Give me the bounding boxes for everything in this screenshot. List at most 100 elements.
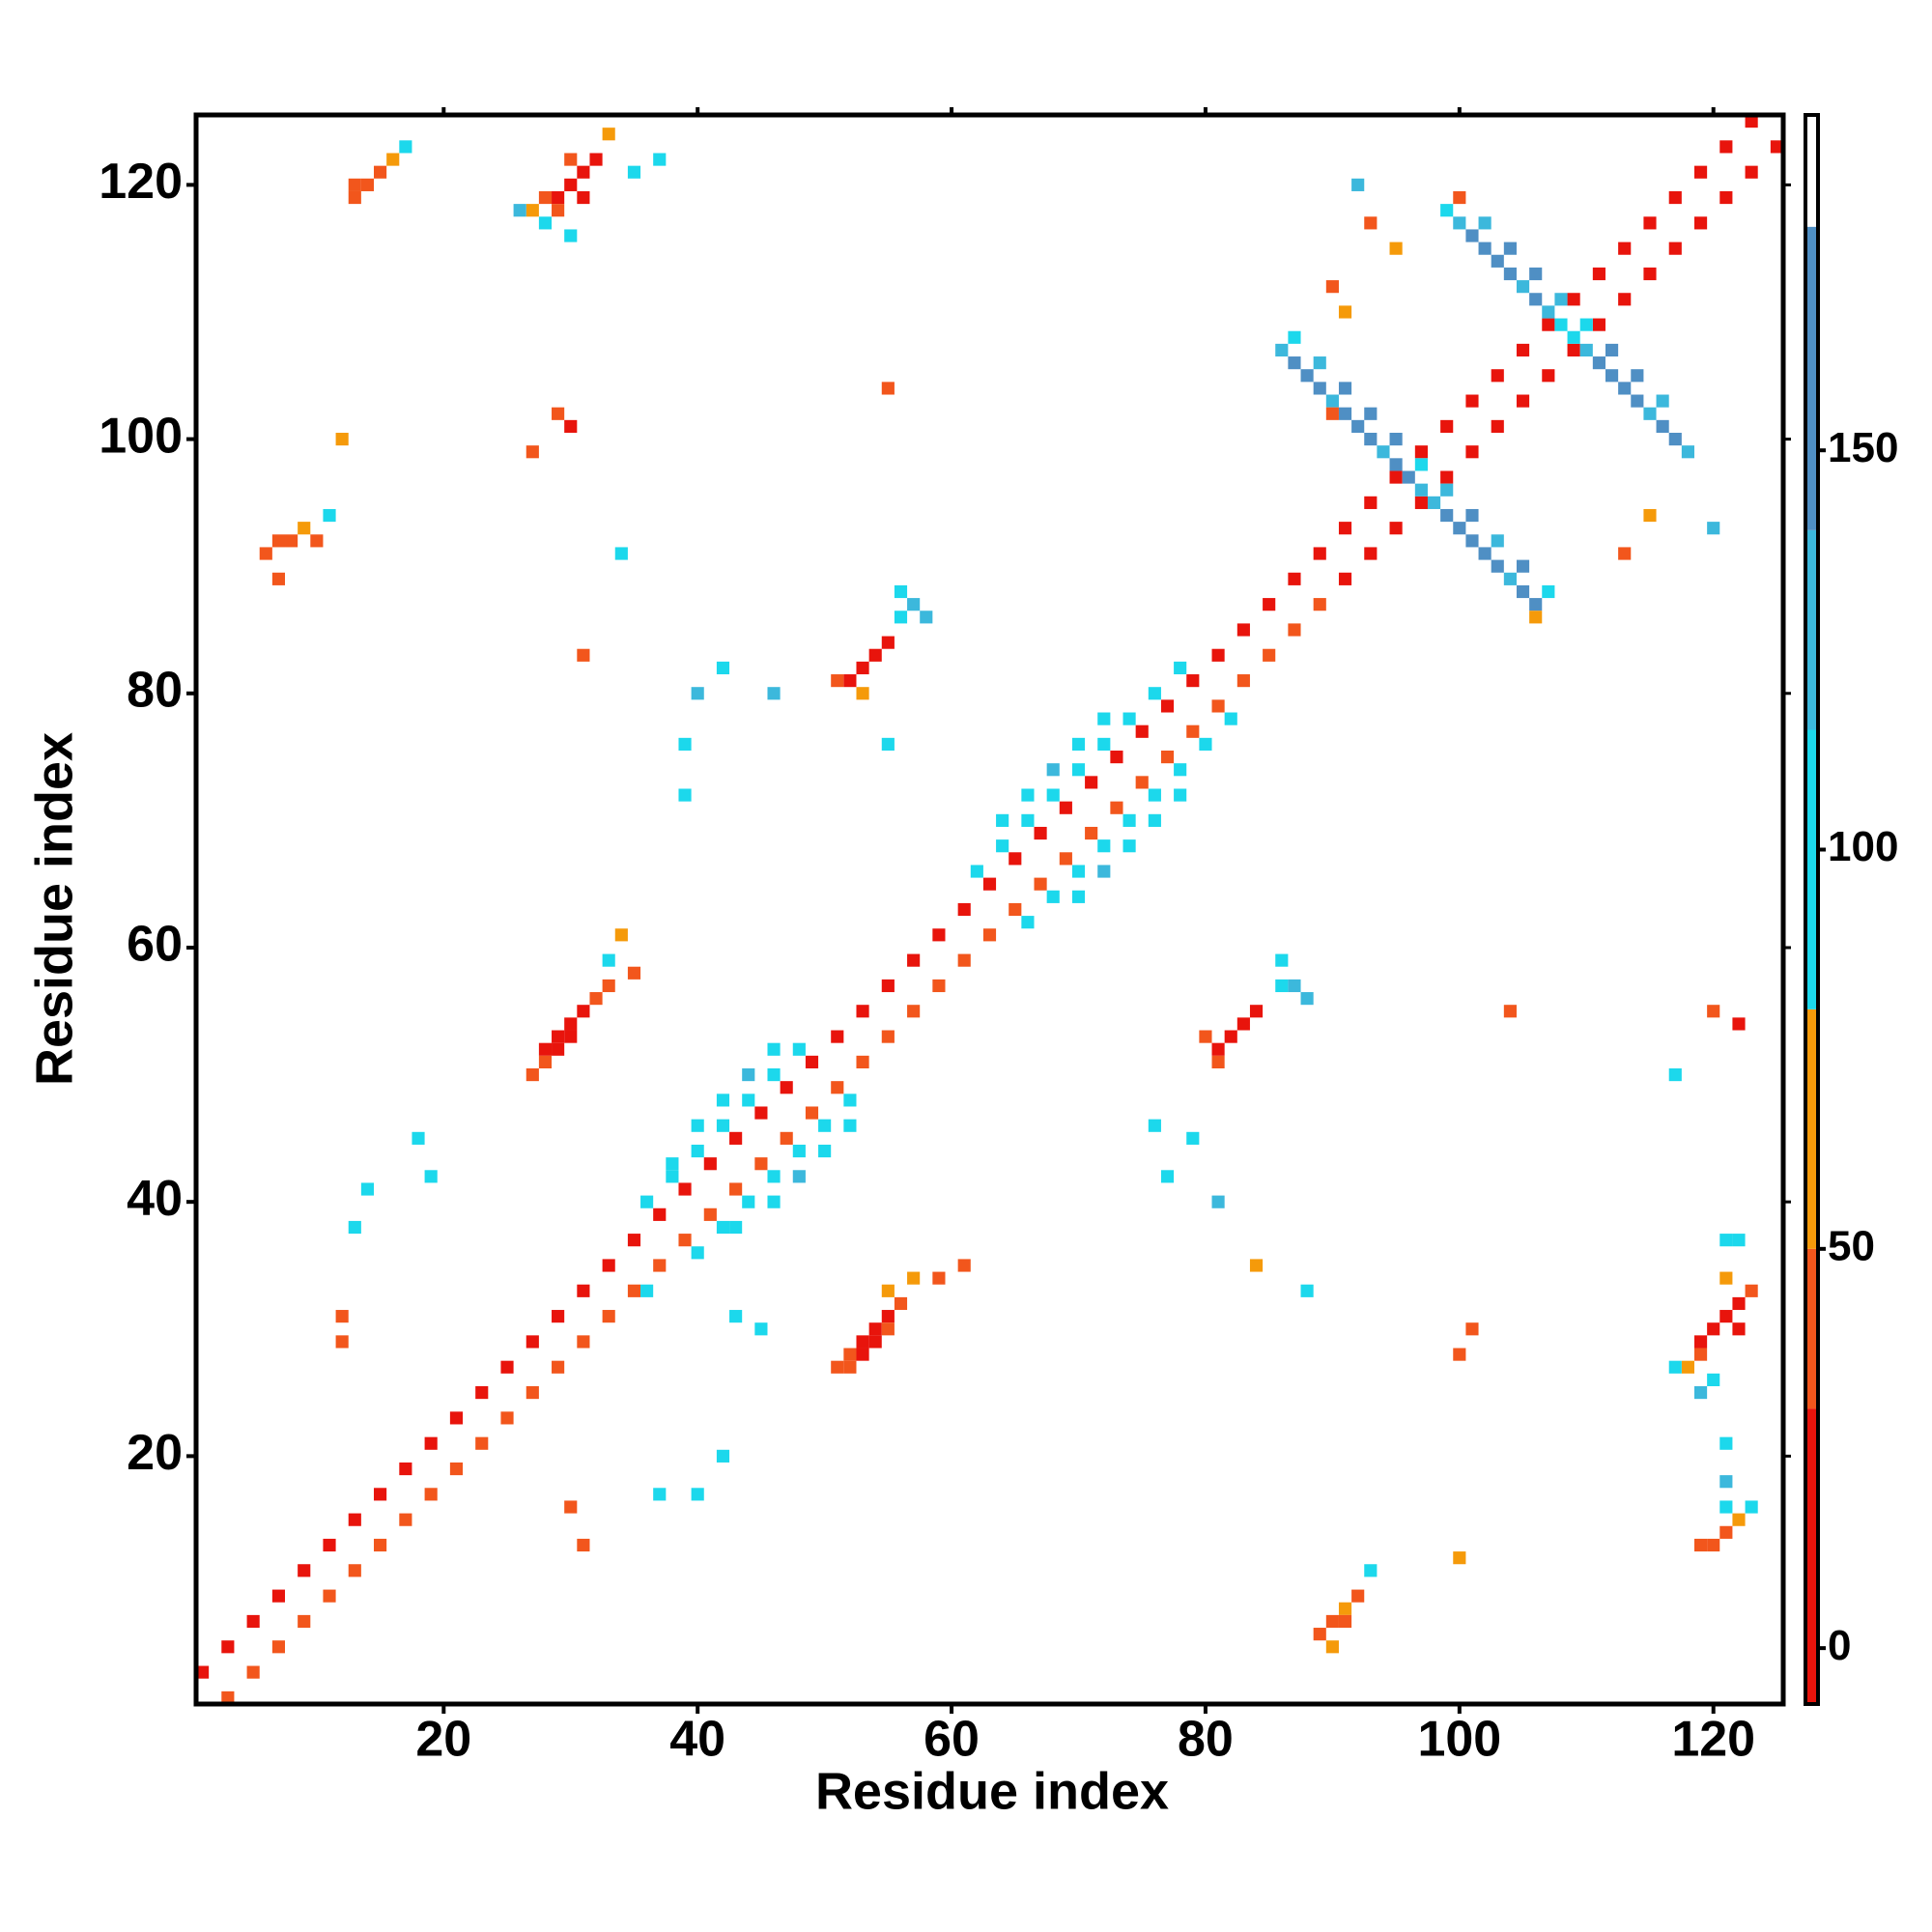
heatmap-cell	[1503, 267, 1517, 281]
heatmap-cell	[538, 1055, 553, 1068]
heatmap-cell	[742, 1094, 755, 1107]
heatmap-cell	[831, 1081, 844, 1094]
heatmap-cell	[1643, 508, 1657, 523]
heatmap-cell	[1516, 280, 1530, 294]
heatmap-cell	[449, 1411, 464, 1425]
heatmap-cell	[1186, 674, 1200, 688]
heatmap-cell	[627, 1234, 641, 1247]
heatmap-cell	[1605, 343, 1619, 357]
heatmap-cell	[1478, 216, 1492, 230]
heatmap-cell	[386, 153, 400, 166]
heatmap-cell	[1579, 343, 1593, 357]
heatmap-cell	[1529, 267, 1543, 281]
heatmap-cell	[831, 1030, 844, 1043]
heatmap-cell	[1034, 877, 1047, 891]
heatmap-cell	[907, 1271, 921, 1285]
heatmap-cell	[1046, 788, 1060, 802]
heatmap-cell	[374, 165, 387, 179]
heatmap-cell	[564, 153, 578, 166]
heatmap-cell	[602, 953, 615, 967]
heatmap-cell	[703, 1157, 717, 1171]
heatmap-cell	[691, 1488, 704, 1501]
heatmap-cell	[310, 534, 324, 548]
heatmap-cell	[894, 584, 908, 599]
heatmap-cell	[552, 1042, 565, 1056]
heatmap-cell	[564, 229, 578, 242]
heatmap-cell	[1631, 394, 1644, 408]
heatmap-cell	[1160, 1170, 1175, 1183]
colorbar-segment	[1805, 529, 1818, 730]
heatmap-cell	[1338, 1602, 1352, 1615]
colorbar-segment	[1805, 1408, 1818, 1704]
heatmap-cell	[729, 1220, 743, 1235]
heatmap-cell	[1719, 1436, 1733, 1450]
heatmap-cell	[729, 1310, 743, 1323]
heatmap-cell	[957, 902, 971, 917]
heatmap-cell	[1275, 953, 1289, 967]
heatmap-cell	[335, 1310, 349, 1323]
colorbar-segment	[1805, 1248, 1818, 1409]
heatmap-cell	[1453, 522, 1466, 535]
heatmap-cell	[767, 687, 781, 700]
heatmap-cell	[1338, 382, 1352, 395]
heatmap-cell	[1338, 305, 1352, 319]
heatmap-cell	[1453, 216, 1466, 230]
heatmap-cell	[475, 1436, 489, 1450]
x-tick-label: 20	[415, 1712, 471, 1768]
heatmap-cell	[526, 445, 539, 459]
heatmap-cell	[1631, 369, 1644, 383]
heatmap-cell	[1364, 547, 1378, 560]
heatmap-cell	[1427, 496, 1441, 509]
heatmap-cell	[246, 1614, 260, 1629]
heatmap-cell	[1135, 776, 1149, 789]
heatmap-cell	[1414, 483, 1428, 497]
heatmap-cell	[1110, 801, 1123, 814]
heatmap-cell	[1440, 470, 1454, 484]
heatmap-cell	[653, 1259, 667, 1272]
heatmap-cell	[805, 1055, 819, 1068]
heatmap-cell	[374, 1538, 387, 1552]
heatmap-cell	[1097, 737, 1111, 751]
heatmap-cell	[818, 1144, 832, 1158]
heatmap-cell	[907, 598, 921, 611]
heatmap-cell	[780, 1081, 793, 1094]
heatmap-cell	[1693, 1386, 1708, 1400]
heatmap-cell	[449, 1462, 464, 1476]
heatmap-cell	[1148, 788, 1161, 802]
heatmap-cell	[1351, 178, 1365, 191]
x-tick-label: 80	[1178, 1712, 1234, 1768]
heatmap-cell	[1745, 1284, 1758, 1297]
heatmap-cell	[1263, 598, 1276, 611]
heatmap-cell	[1224, 712, 1237, 725]
heatmap-cell	[1605, 369, 1619, 383]
x-axis-label: Residue index	[815, 1762, 1169, 1820]
heatmap-cell	[1325, 280, 1339, 294]
heatmap-cell	[1338, 1614, 1352, 1629]
heatmap-cell	[1770, 140, 1783, 154]
heatmap-cell	[907, 1005, 921, 1018]
heatmap-cell	[1681, 445, 1694, 459]
heatmap-cell	[323, 1589, 336, 1603]
y-axis-label: Residue index	[25, 732, 83, 1086]
heatmap-cell	[475, 1386, 489, 1400]
heatmap-cell	[1656, 419, 1669, 433]
y-tick-label: 80	[127, 663, 183, 719]
heatmap-cell	[1071, 865, 1086, 878]
heatmap-cell	[1148, 1119, 1161, 1132]
heatmap-cell	[271, 1589, 286, 1603]
heatmap-cell	[1440, 419, 1454, 433]
heatmap-cell	[678, 788, 692, 802]
heatmap-cell	[640, 1195, 654, 1208]
heatmap-cell	[1719, 1234, 1733, 1247]
heatmap-cell	[1745, 115, 1758, 128]
heatmap-cell	[1288, 979, 1301, 993]
heatmap-cell	[754, 1322, 768, 1336]
heatmap-cell	[1542, 369, 1555, 383]
heatmap-cell	[1174, 788, 1187, 802]
heatmap-cell	[1693, 1348, 1708, 1361]
heatmap-cell	[1465, 534, 1479, 548]
heatmap-cell	[1377, 445, 1390, 459]
heatmap-cell	[982, 928, 997, 942]
heatmap-cell	[1389, 470, 1403, 484]
